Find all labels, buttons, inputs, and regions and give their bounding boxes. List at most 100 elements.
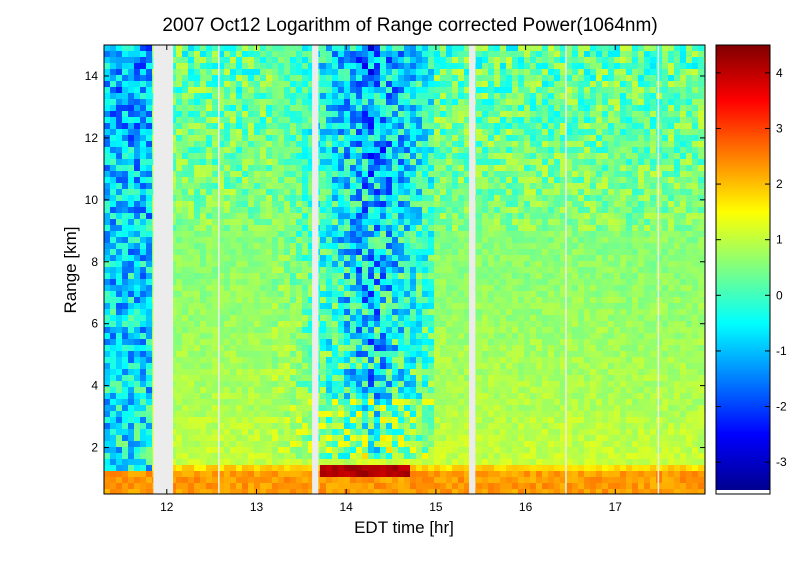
heat-cell — [338, 75, 345, 82]
heat-cell — [434, 393, 441, 400]
heat-cell — [272, 435, 279, 442]
heat-cell — [116, 171, 123, 178]
heat-cell — [344, 201, 351, 208]
heat-cell — [128, 129, 135, 136]
heat-cell — [320, 381, 327, 388]
heat-cell — [320, 129, 327, 136]
heat-cell — [404, 351, 411, 358]
heat-cell — [494, 117, 501, 124]
heat-cell — [200, 87, 207, 94]
heat-cell — [338, 255, 345, 262]
heat-cell — [476, 171, 483, 178]
heat-cell — [146, 141, 153, 148]
heat-cell — [434, 441, 441, 448]
heat-cell — [344, 351, 351, 358]
heat-cell — [404, 345, 411, 352]
heat-cell — [434, 261, 441, 268]
heat-cell — [416, 153, 423, 160]
heat-cell — [122, 153, 129, 160]
heat-cell — [146, 111, 153, 118]
heat-cell — [296, 135, 303, 142]
heat-cell — [266, 369, 273, 376]
heat-cell — [236, 471, 243, 478]
heat-cell — [344, 75, 351, 82]
heat-cell — [476, 105, 483, 112]
heat-cell — [362, 357, 369, 364]
heat-cell — [476, 459, 483, 466]
heat-cell — [410, 411, 417, 418]
heat-cell — [134, 393, 141, 400]
heat-cell — [260, 489, 267, 494]
heat-cell — [122, 405, 129, 412]
heat-cell — [380, 147, 387, 154]
heat-cell — [170, 195, 177, 202]
heat-cell — [170, 453, 177, 460]
heat-cell — [386, 87, 393, 94]
heat-cell — [374, 165, 381, 172]
heat-cell — [194, 225, 201, 232]
heat-cell — [476, 417, 483, 424]
heat-cell — [122, 141, 129, 148]
heat-cell — [182, 135, 189, 142]
heat-cell — [428, 111, 435, 118]
heat-cell — [224, 93, 231, 100]
heat-cell — [104, 231, 111, 238]
heat-cell — [440, 279, 447, 286]
heat-cell — [170, 99, 177, 106]
heat-cell — [488, 459, 495, 466]
heat-cell — [320, 249, 327, 256]
heat-cell — [482, 153, 489, 160]
heat-cell — [440, 69, 447, 76]
heat-cell — [332, 321, 339, 328]
heat-cell — [416, 351, 423, 358]
heat-cell — [218, 333, 225, 340]
heat-cell — [446, 105, 453, 112]
heat-cell — [170, 321, 177, 328]
heat-cell — [338, 45, 345, 52]
heat-cell — [206, 351, 213, 358]
heat-cell — [104, 297, 111, 304]
heat-cell — [308, 363, 315, 370]
heat-cell — [134, 489, 141, 494]
heat-cell — [416, 327, 423, 334]
heat-cell — [296, 255, 303, 262]
heat-cell — [422, 225, 429, 232]
heat-cell — [176, 117, 183, 124]
heat-cell — [278, 411, 285, 418]
heat-cell — [434, 477, 441, 484]
heat-cell — [230, 345, 237, 352]
heat-cell — [254, 273, 261, 280]
heat-cell — [134, 99, 141, 106]
heat-cell — [260, 195, 267, 202]
heat-cell — [326, 63, 333, 70]
heat-cell — [236, 159, 243, 166]
heat-cell — [212, 81, 219, 88]
heat-cell — [242, 81, 249, 88]
heat-cell — [146, 297, 153, 304]
heat-cell — [242, 273, 249, 280]
heat-cell — [128, 219, 135, 226]
heat-cell — [422, 381, 429, 388]
heat-cell — [488, 249, 495, 256]
heat-cell — [212, 111, 219, 118]
heat-cell — [374, 321, 381, 328]
heat-cell — [416, 435, 423, 442]
heat-cell — [338, 165, 345, 172]
heat-cell — [260, 135, 267, 142]
heat-cell — [128, 423, 135, 430]
heat-cell — [368, 219, 375, 226]
heat-cell — [308, 147, 315, 154]
heat-cell — [230, 117, 237, 124]
heat-cell — [290, 81, 297, 88]
heat-cell — [428, 429, 435, 436]
heat-cell — [452, 69, 459, 76]
heat-cell — [212, 387, 219, 394]
heat-cell — [392, 105, 399, 112]
heat-cell — [392, 321, 399, 328]
heat-cell — [380, 303, 387, 310]
heat-cell — [374, 123, 381, 130]
heat-cell — [146, 477, 153, 484]
heat-cell — [320, 321, 327, 328]
heat-cell — [188, 297, 195, 304]
